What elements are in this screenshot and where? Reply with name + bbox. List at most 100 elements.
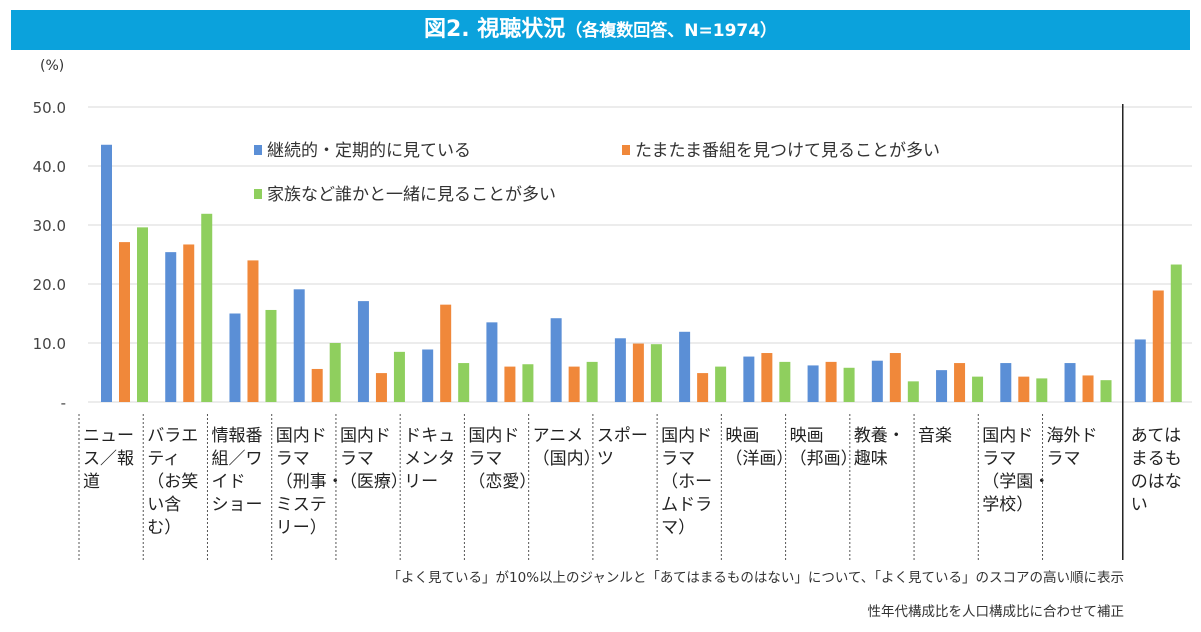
- x-category-label: 海外ドラマ: [1047, 426, 1098, 469]
- bar-continuous: [871, 360, 883, 402]
- x-category-label-line: 海外ド: [1047, 426, 1098, 446]
- y-tick-label: -: [61, 394, 66, 412]
- bar-continuous: [743, 356, 755, 402]
- bar-with-family: [201, 213, 213, 402]
- legend-label: 家族など誰かと一緒に見ることが多い: [267, 185, 556, 205]
- x-category-label-line: 国内ド: [340, 426, 391, 446]
- x-category-label-line: 国内ド: [468, 426, 519, 446]
- bar-with-family: [137, 227, 148, 402]
- x-category-label-line: む）: [147, 518, 181, 538]
- y-tick-label: 40.0: [33, 158, 66, 176]
- legend-label: 継続的・定期的に見ている: [267, 141, 471, 161]
- x-category-label-line: （医療）: [340, 472, 408, 492]
- bar-continuous: [679, 331, 691, 402]
- x-category-label-line: ス／報: [83, 449, 134, 469]
- x-category-label: ドキュメンタリー: [404, 426, 455, 492]
- bar-by-chance: [247, 260, 259, 402]
- chart-subtitle: （各複数回答、N=1974）: [565, 21, 778, 41]
- x-category-label-line: （お笑: [147, 472, 198, 492]
- x-category-label-line: ドキュ: [404, 426, 455, 446]
- x-category-label-line: 教養・: [854, 426, 905, 446]
- footnote-order: 「よく見ている」が10%以上のジャンルと「あてはまるものはない」について、「よく…: [387, 570, 1124, 586]
- x-category-label: 国内ドラマ（恋愛）: [468, 426, 536, 492]
- y-axis-unit-label: (%): [40, 58, 64, 74]
- bar-continuous: [807, 365, 819, 402]
- bar-with-family: [522, 364, 534, 402]
- bar-with-family: [1170, 264, 1182, 402]
- x-category-label-line: のはな: [1131, 472, 1182, 492]
- bar-continuous: [1064, 363, 1076, 402]
- legend-swatch: [254, 145, 262, 155]
- x-category-label: 国内ドラマ （医療）: [340, 426, 408, 492]
- x-category-label-line: ラマ: [661, 449, 695, 469]
- x-category-label-line: アニメ: [533, 426, 584, 446]
- x-category-label-line: ツ: [597, 449, 614, 469]
- x-category-label-line: バラエ: [147, 426, 198, 446]
- x-category-label-line: 学校）: [982, 495, 1033, 515]
- footnote-weighting: 性年代構成比を人口構成比に合わせて補正: [867, 604, 1125, 620]
- bar-with-family: [907, 381, 919, 402]
- bar-with-family: [650, 344, 662, 402]
- x-category-label-line: い: [1131, 495, 1148, 515]
- x-category-label-line: リー）: [276, 518, 327, 538]
- bar-by-chance: [632, 343, 644, 402]
- bar-continuous: [165, 252, 177, 402]
- bar-by-chance: [1018, 376, 1030, 402]
- bar-by-chance: [311, 368, 323, 402]
- x-category-label-line: （洋画）: [725, 449, 793, 469]
- x-category-label-line: （ホー: [661, 472, 712, 492]
- x-category-label: 国内ドラマ （学園・学校）: [982, 426, 1050, 515]
- bar-by-chance: [440, 304, 452, 402]
- bar-with-family: [779, 361, 791, 402]
- bar-with-family: [1036, 378, 1048, 402]
- bar-with-family: [843, 367, 855, 402]
- x-category-label-line: 映画: [790, 426, 824, 446]
- x-category-label: 情報番組／ワイドショー: [211, 426, 262, 515]
- bar-by-chance: [568, 366, 580, 402]
- x-category-label-line: （恋愛）: [468, 471, 536, 492]
- x-category-label-line: 情報番: [211, 426, 262, 446]
- bar-continuous: [614, 338, 626, 402]
- x-category-label-line: ショー: [211, 495, 262, 515]
- bar-continuous: [1000, 363, 1012, 402]
- x-category-label-line: リー: [404, 472, 438, 492]
- bar-continuous: [550, 318, 562, 402]
- x-category-label-line: 趣味: [854, 449, 888, 469]
- bar-by-chance: [954, 363, 966, 402]
- chart-title: 図2. 視聴状況: [423, 17, 566, 42]
- bar-continuous: [486, 322, 498, 402]
- x-category-label-line: ラマ: [276, 449, 310, 469]
- x-category-label-line: い含: [147, 495, 181, 515]
- x-category-label-line: 音楽: [918, 426, 952, 446]
- x-category-label: アニメ （国内）: [533, 426, 601, 469]
- bar-with-family: [393, 351, 405, 402]
- x-category-label-line: スポー: [597, 426, 648, 446]
- x-category-label-line: 国内ド: [661, 426, 712, 446]
- x-category-label-line: 道: [83, 472, 100, 492]
- x-category-label: 映画 （洋画）: [725, 426, 793, 469]
- x-category-label: 教養・趣味: [854, 426, 905, 469]
- bar-by-chance: [1082, 375, 1094, 402]
- bar-continuous: [1134, 339, 1146, 402]
- bar-by-chance: [1152, 290, 1164, 402]
- x-category-label-line: 国内ド: [276, 426, 327, 446]
- x-category-label-line: 組／ワ: [211, 449, 262, 469]
- bar-continuous: [357, 301, 369, 402]
- x-category-label: 音楽: [918, 426, 952, 446]
- x-category-label: ニュース／報道: [83, 426, 134, 492]
- x-category-label-line: ニュー: [83, 426, 134, 446]
- x-category-label-line: ラマ: [982, 449, 1016, 469]
- bar-by-chance: [825, 361, 837, 402]
- x-category-label-line: まるも: [1131, 449, 1182, 469]
- x-category-label-line: （学園・: [982, 472, 1050, 492]
- x-category-label: あてはまるものはない: [1131, 426, 1182, 515]
- x-category-label-line: あては: [1131, 426, 1181, 446]
- x-category-label-line: イド: [211, 472, 245, 492]
- bar-by-chance: [889, 353, 901, 402]
- x-category-label: スポーツ: [597, 426, 648, 469]
- chart-title-banner: 図2. 視聴状況（各複数回答、N=1974）: [11, 10, 1190, 50]
- bar-with-family: [1100, 380, 1112, 402]
- bar-continuous: [229, 313, 241, 402]
- bar-with-family: [329, 343, 341, 402]
- bar-continuous: [293, 289, 305, 402]
